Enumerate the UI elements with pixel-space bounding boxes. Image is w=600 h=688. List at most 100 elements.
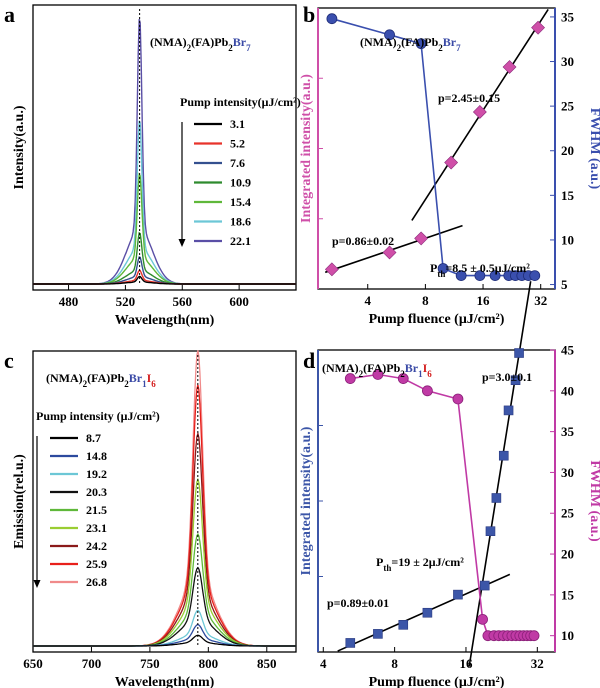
series-23.1-line	[33, 477, 296, 647]
x-axis-label: Wavelength(nm)	[115, 675, 215, 688]
fwhm-point	[452, 393, 464, 405]
fwhm-point	[344, 373, 356, 384]
x-tick-label: 16	[477, 293, 491, 308]
x-tick-label: 32	[534, 293, 547, 308]
plot-frame	[32, 350, 297, 653]
legend-arrow-head	[178, 239, 186, 247]
y-axis-label: Intensity(a.u.)	[12, 105, 27, 189]
legend-arrow-head	[33, 580, 41, 588]
x-tick-label: 850	[257, 656, 277, 671]
x-tick-label: 560	[173, 294, 193, 309]
integrated-point	[324, 262, 339, 277]
y2-axis-label: FWHM (a.u.)	[587, 460, 600, 542]
fwhm-point	[397, 373, 409, 384]
series-22.1-line	[33, 19, 296, 285]
plot-frame	[32, 4, 297, 291]
panel-letter: c	[4, 348, 14, 373]
fwhm-point	[422, 385, 433, 397]
legend-label: 19.2	[86, 467, 107, 481]
series-15.4-line	[33, 172, 296, 285]
fit-label-low: p=0.86±0.02	[332, 234, 394, 248]
integrated-point	[502, 60, 517, 74]
fwhm-point	[528, 630, 540, 642]
x-axis-label: Pump fluence (μJ/cm²)	[369, 675, 505, 688]
series-21.5-line	[33, 532, 296, 647]
y2-tick-label: 20	[561, 547, 574, 562]
integrated-point	[491, 493, 502, 503]
integrated-point	[398, 620, 409, 630]
integrated-point	[373, 629, 383, 639]
y2-axis-label: FWHM (a.u.)	[587, 108, 600, 190]
x-tick-label: 700	[82, 656, 102, 671]
legend-label: 23.1	[86, 521, 107, 535]
integrated-point	[472, 105, 487, 119]
series-25.9-line	[33, 384, 296, 647]
y2-tick-label: 45	[561, 343, 575, 358]
y2-tick-label: 40	[561, 383, 574, 398]
y2-tick-label: 25	[561, 506, 575, 521]
series-8.7-line	[33, 634, 296, 647]
legend-label: 3.1	[230, 117, 245, 131]
fwhm-point	[415, 38, 427, 50]
integrated-point	[453, 589, 463, 600]
legend-label: 25.9	[86, 557, 107, 571]
legend-label: 20.3	[86, 485, 107, 499]
integrated-point	[503, 405, 514, 416]
y2-tick-label: 35	[561, 9, 575, 24]
series-18.6-line	[33, 120, 296, 285]
x-tick-label: 600	[229, 294, 249, 309]
y-axis-label: Integrated intensity(a.u.)	[299, 74, 314, 223]
y2-tick-label: 15	[561, 587, 575, 602]
series-26.8-line	[33, 350, 296, 647]
integrated-point	[345, 638, 356, 648]
x-tick-label: 800	[199, 656, 219, 671]
y2-tick-label: 25	[561, 99, 575, 114]
compound-label: (NMA)2(FA)Pb2Br1I6	[46, 371, 156, 389]
x-tick-label: 4	[320, 656, 327, 671]
y2-tick-label: 5	[561, 277, 568, 292]
legend-label: 26.8	[86, 575, 107, 589]
integrated-point	[422, 607, 433, 618]
x-axis-label: Wavelength(nm)	[115, 313, 215, 328]
integrated-point	[498, 450, 509, 461]
legend-label: 21.5	[86, 503, 107, 517]
integrated-point	[514, 348, 524, 358]
fwhm-point	[326, 13, 338, 25]
integrated-point	[479, 580, 490, 591]
legend-label: 8.7	[86, 431, 101, 445]
x-tick-label: 650	[23, 656, 43, 671]
threshold-label: Pth=8.5 ± 0.5μJ/cm²	[430, 261, 530, 279]
compound-label: (NMA)2(FA)Pb2Br1I6	[322, 361, 432, 379]
legend-label: 15.4	[230, 195, 251, 209]
legend-label: 10.9	[230, 176, 251, 190]
legend-label: 7.6	[230, 156, 245, 170]
integrated-point	[510, 375, 521, 386]
x-tick-label: 8	[422, 293, 429, 308]
compound-label: (NMA)2(FA)Pb2Br7	[150, 35, 251, 53]
threshold-label: Pth=19 ± 2μJ/cm²	[376, 555, 464, 573]
x-axis-label: Pump fluence (μJ/cm²)	[369, 312, 505, 327]
y-axis-label: Emission(rel.u.)	[12, 454, 27, 549]
legend-label: 14.8	[86, 449, 107, 463]
y2-tick-label: 30	[561, 54, 574, 69]
compound-label: (NMA)2(FA)Pb2Br7	[360, 35, 461, 53]
integrated-point	[444, 155, 459, 170]
legend-label: 5.2	[230, 137, 245, 151]
panel-letter: a	[4, 2, 15, 27]
fwhm-point	[437, 263, 449, 274]
fwhm-point	[384, 29, 395, 41]
y-axis-label: Integrated intensity(a.u.)	[299, 426, 314, 575]
series-24.2-line	[33, 431, 296, 647]
x-tick-label: 520	[116, 294, 136, 309]
x-tick-label: 750	[140, 656, 160, 671]
legend-label: 22.1	[230, 234, 251, 248]
fwhm-point	[455, 270, 467, 282]
panel-letter: d	[303, 348, 315, 373]
integrated-point	[382, 245, 397, 260]
fit-label-high: p=3.0±0.1	[482, 370, 532, 384]
y2-tick-label: 30	[561, 465, 574, 480]
y2-tick-label: 15	[561, 188, 575, 203]
legend-label: 24.2	[86, 539, 107, 553]
panel-letter: b	[303, 2, 315, 27]
